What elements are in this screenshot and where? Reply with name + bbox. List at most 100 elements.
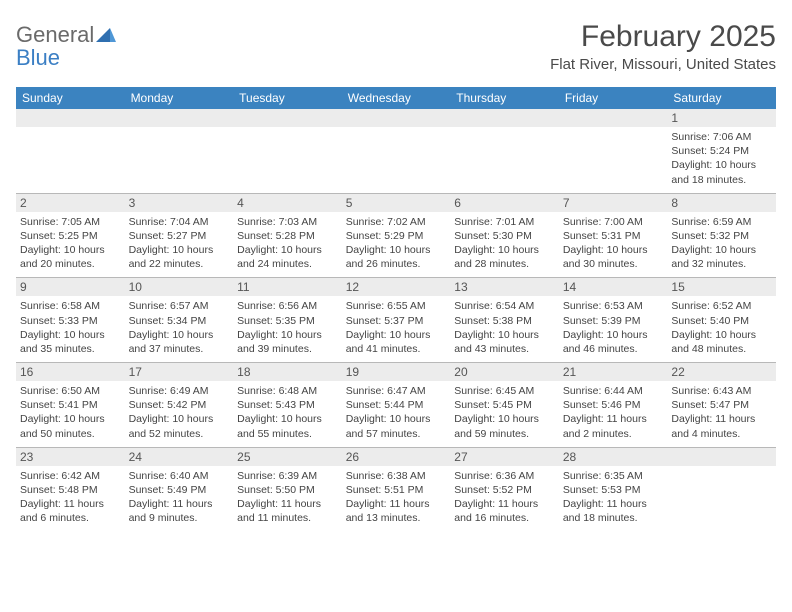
sunset-text: Sunset: 5:25 PM [20, 229, 121, 243]
sunrise-text: Sunrise: 7:03 AM [237, 215, 338, 229]
sunrise-text: Sunrise: 6:45 AM [454, 384, 555, 398]
day-cell: Sunrise: 6:53 AMSunset: 5:39 PMDaylight:… [559, 296, 668, 362]
day-cell: Sunrise: 6:43 AMSunset: 5:47 PMDaylight:… [667, 381, 776, 447]
sunrise-text: Sunrise: 6:44 AM [563, 384, 664, 398]
sunrise-text: Sunrise: 7:01 AM [454, 215, 555, 229]
day-number: 4 [233, 194, 342, 212]
dow-sunday: Sunday [16, 87, 125, 109]
day-number: 9 [16, 278, 125, 296]
day-cell: Sunrise: 6:44 AMSunset: 5:46 PMDaylight:… [559, 381, 668, 447]
sunrise-text: Sunrise: 7:02 AM [346, 215, 447, 229]
sunset-text: Sunset: 5:40 PM [671, 314, 772, 328]
sunset-text: Sunset: 5:32 PM [671, 229, 772, 243]
day-number [125, 109, 234, 127]
sunrise-text: Sunrise: 6:54 AM [454, 299, 555, 313]
dow-thursday: Thursday [450, 87, 559, 109]
sunset-text: Sunset: 5:27 PM [129, 229, 230, 243]
day-number: 5 [342, 194, 451, 212]
day-cell: Sunrise: 7:04 AMSunset: 5:27 PMDaylight:… [125, 212, 234, 278]
sunrise-text: Sunrise: 6:48 AM [237, 384, 338, 398]
daylight-text: Daylight: 10 hours and 41 minutes. [346, 328, 447, 356]
day-number [450, 109, 559, 127]
sail-icon [96, 26, 116, 47]
sunrise-text: Sunrise: 6:55 AM [346, 299, 447, 313]
daylight-text: Daylight: 11 hours and 9 minutes. [129, 497, 230, 525]
daylight-text: Daylight: 10 hours and 20 minutes. [20, 243, 121, 271]
day-cell [233, 127, 342, 193]
daylight-text: Daylight: 10 hours and 37 minutes. [129, 328, 230, 356]
dow-wednesday: Wednesday [342, 87, 451, 109]
dow-tuesday: Tuesday [233, 87, 342, 109]
sunset-text: Sunset: 5:43 PM [237, 398, 338, 412]
sunrise-text: Sunrise: 6:49 AM [129, 384, 230, 398]
calendar-grid: Sunday Monday Tuesday Wednesday Thursday… [16, 87, 776, 531]
day-number: 23 [16, 448, 125, 466]
sunset-text: Sunset: 5:39 PM [563, 314, 664, 328]
brand-word1: General [16, 22, 94, 47]
daylight-text: Daylight: 11 hours and 2 minutes. [563, 412, 664, 440]
location-text: Flat River, Missouri, United States [550, 56, 776, 73]
daylight-text: Daylight: 10 hours and 55 minutes. [237, 412, 338, 440]
daylight-text: Daylight: 10 hours and 39 minutes. [237, 328, 338, 356]
day-number: 19 [342, 363, 451, 381]
sunrise-text: Sunrise: 7:06 AM [671, 130, 772, 144]
day-cell: Sunrise: 7:06 AMSunset: 5:24 PMDaylight:… [667, 127, 776, 193]
sunset-text: Sunset: 5:45 PM [454, 398, 555, 412]
day-of-week-header: Sunday Monday Tuesday Wednesday Thursday… [16, 87, 776, 109]
sunrise-text: Sunrise: 6:40 AM [129, 469, 230, 483]
sunrise-text: Sunrise: 6:50 AM [20, 384, 121, 398]
weeks-container: 1Sunrise: 7:06 AMSunset: 5:24 PMDaylight… [16, 109, 776, 531]
day-number: 25 [233, 448, 342, 466]
day-cell: Sunrise: 7:00 AMSunset: 5:31 PMDaylight:… [559, 212, 668, 278]
daylight-text: Daylight: 10 hours and 52 minutes. [129, 412, 230, 440]
sunrise-text: Sunrise: 6:43 AM [671, 384, 772, 398]
daylight-text: Daylight: 11 hours and 16 minutes. [454, 497, 555, 525]
sunrise-text: Sunrise: 6:53 AM [563, 299, 664, 313]
day-number: 24 [125, 448, 234, 466]
daylight-text: Daylight: 10 hours and 50 minutes. [20, 412, 121, 440]
week-row: 1Sunrise: 7:06 AMSunset: 5:24 PMDaylight… [16, 109, 776, 193]
sunset-text: Sunset: 5:33 PM [20, 314, 121, 328]
sunrise-text: Sunrise: 6:59 AM [671, 215, 772, 229]
daylight-text: Daylight: 10 hours and 46 minutes. [563, 328, 664, 356]
day-number: 15 [667, 278, 776, 296]
day-number: 12 [342, 278, 451, 296]
sunset-text: Sunset: 5:52 PM [454, 483, 555, 497]
sunrise-text: Sunrise: 6:57 AM [129, 299, 230, 313]
sunrise-text: Sunrise: 7:04 AM [129, 215, 230, 229]
sunrise-text: Sunrise: 6:38 AM [346, 469, 447, 483]
day-number: 3 [125, 194, 234, 212]
daylight-text: Daylight: 10 hours and 18 minutes. [671, 158, 772, 186]
daylight-text: Daylight: 10 hours and 28 minutes. [454, 243, 555, 271]
sunset-text: Sunset: 5:50 PM [237, 483, 338, 497]
sunrise-text: Sunrise: 6:42 AM [20, 469, 121, 483]
week-row: 2345678Sunrise: 7:05 AMSunset: 5:25 PMDa… [16, 193, 776, 278]
sunset-text: Sunset: 5:34 PM [129, 314, 230, 328]
sunset-text: Sunset: 5:51 PM [346, 483, 447, 497]
day-cell: Sunrise: 6:50 AMSunset: 5:41 PMDaylight:… [16, 381, 125, 447]
day-number [342, 109, 451, 127]
sunset-text: Sunset: 5:41 PM [20, 398, 121, 412]
brand-word2: Blue [16, 45, 60, 70]
day-number: 6 [450, 194, 559, 212]
day-number: 14 [559, 278, 668, 296]
sunset-text: Sunset: 5:35 PM [237, 314, 338, 328]
sunrise-text: Sunrise: 6:39 AM [237, 469, 338, 483]
day-cell: Sunrise: 6:35 AMSunset: 5:53 PMDaylight:… [559, 466, 668, 532]
week-row: 9101112131415Sunrise: 6:58 AMSunset: 5:3… [16, 277, 776, 362]
day-cell: Sunrise: 6:57 AMSunset: 5:34 PMDaylight:… [125, 296, 234, 362]
sunset-text: Sunset: 5:24 PM [671, 144, 772, 158]
day-number [16, 109, 125, 127]
sunset-text: Sunset: 5:31 PM [563, 229, 664, 243]
sunset-text: Sunset: 5:44 PM [346, 398, 447, 412]
day-cell: Sunrise: 6:54 AMSunset: 5:38 PMDaylight:… [450, 296, 559, 362]
daylight-text: Daylight: 11 hours and 4 minutes. [671, 412, 772, 440]
day-number: 26 [342, 448, 451, 466]
day-cell: Sunrise: 6:56 AMSunset: 5:35 PMDaylight:… [233, 296, 342, 362]
day-cell [342, 127, 451, 193]
day-cell: Sunrise: 7:05 AMSunset: 5:25 PMDaylight:… [16, 212, 125, 278]
day-number: 28 [559, 448, 668, 466]
day-cell [450, 127, 559, 193]
day-cell: Sunrise: 7:02 AMSunset: 5:29 PMDaylight:… [342, 212, 451, 278]
day-number [667, 448, 776, 466]
